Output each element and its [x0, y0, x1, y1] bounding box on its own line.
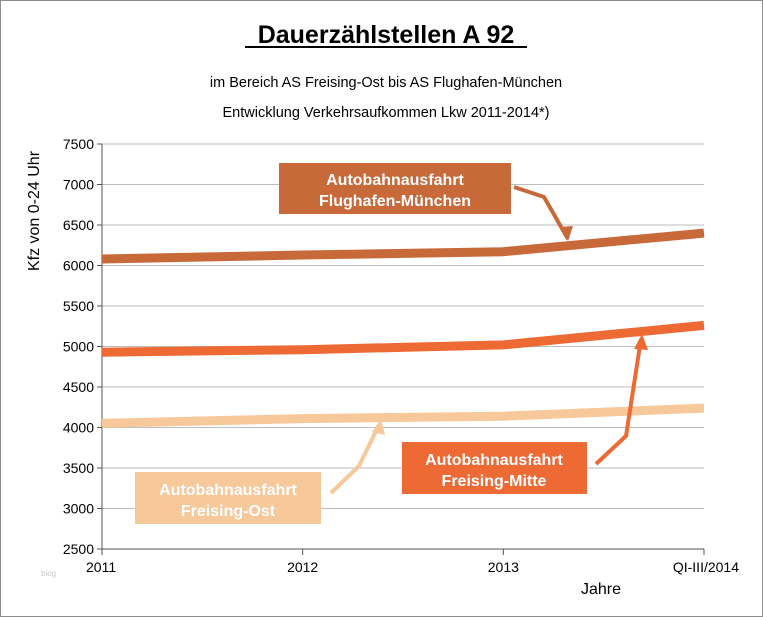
callout-freising-ost-line2: Freising-Ost: [181, 503, 276, 520]
y-tick-label: 5000: [63, 339, 94, 355]
chart-subtitle-line2: Entwicklung Verkehrsaufkommen Lkw 2011-2…: [223, 105, 550, 121]
y-tick-label: 2500: [63, 541, 94, 557]
y-tick-label: 7500: [63, 136, 94, 152]
series-line-1: [101, 320, 705, 357]
callout-flughafen-muenchen-arrow: [513, 185, 570, 240]
y-tick-label: 4000: [63, 420, 94, 436]
callout-flughafen-muenchen-line1: Autobahnausfahrt: [326, 172, 464, 189]
callout-freising-mitte-arrow: [594, 338, 643, 466]
y-tick-label: 6000: [63, 258, 94, 274]
x-tick-label: 2013: [488, 559, 519, 575]
y-tick-label: 3500: [63, 460, 94, 476]
y-tick-label: 6500: [63, 217, 94, 233]
callout-freising-ost-arrow: [329, 424, 381, 495]
arrowhead-icon: [634, 334, 648, 350]
callout-flughafen-muenchen: Autobahnausfahrt Flughafen-München: [279, 163, 573, 241]
series-line-2: [101, 403, 705, 428]
y-tick-labels: 2500 3000 3500 4000 4500 5000 5500 6000 6500 7000…: [63, 136, 94, 557]
callout-freising-mitte-line1: Autobahnausfahrt: [425, 452, 563, 469]
x-tick-label: QI-III/2014: [673, 559, 739, 575]
y-tick-label: 3000: [63, 501, 94, 517]
callout-freising-ost-line1: Autobahnausfahrt: [159, 482, 297, 499]
y-tick-label: 4500: [63, 379, 94, 395]
callout-freising-mitte: Autobahnausfahrt Freising-Mitte: [402, 334, 648, 494]
x-tick-label: 2012: [287, 559, 318, 575]
axes: [97, 143, 705, 555]
x-tick-labels: 2011 2012 2013 QI-III/2014: [86, 559, 739, 575]
callout-flughafen-muenchen-line2: Flughafen-München: [319, 193, 471, 210]
watermark: blog: [41, 569, 56, 578]
x-tick-label: 2011: [86, 559, 116, 575]
series-lines: [101, 228, 705, 428]
callout-freising-mitte-box: [402, 442, 587, 494]
arrowhead-icon: [560, 226, 573, 241]
callout-freising-ost-box: [135, 472, 321, 524]
callout-freising-mitte-line2: Freising-Mitte: [442, 473, 547, 490]
y-axis-label: Kfz von 0-24 Uhr: [26, 150, 43, 271]
arrowhead-icon: [372, 419, 385, 435]
chart-title: Dauerzählstellen A 92: [258, 21, 515, 49]
y-tick-label: 7000: [63, 177, 94, 193]
callout-flughafen-muenchen-box: [279, 163, 511, 214]
callout-freising-ost: Autobahnausfahrt Freising-Ost: [135, 419, 385, 524]
chart-subtitle-line1: im Bereich AS Freising-Ost bis AS Flugha…: [210, 75, 562, 91]
x-axis-label: Jahre: [581, 581, 621, 598]
series-line-0: [101, 228, 705, 264]
y-tick-label: 5500: [63, 298, 94, 314]
